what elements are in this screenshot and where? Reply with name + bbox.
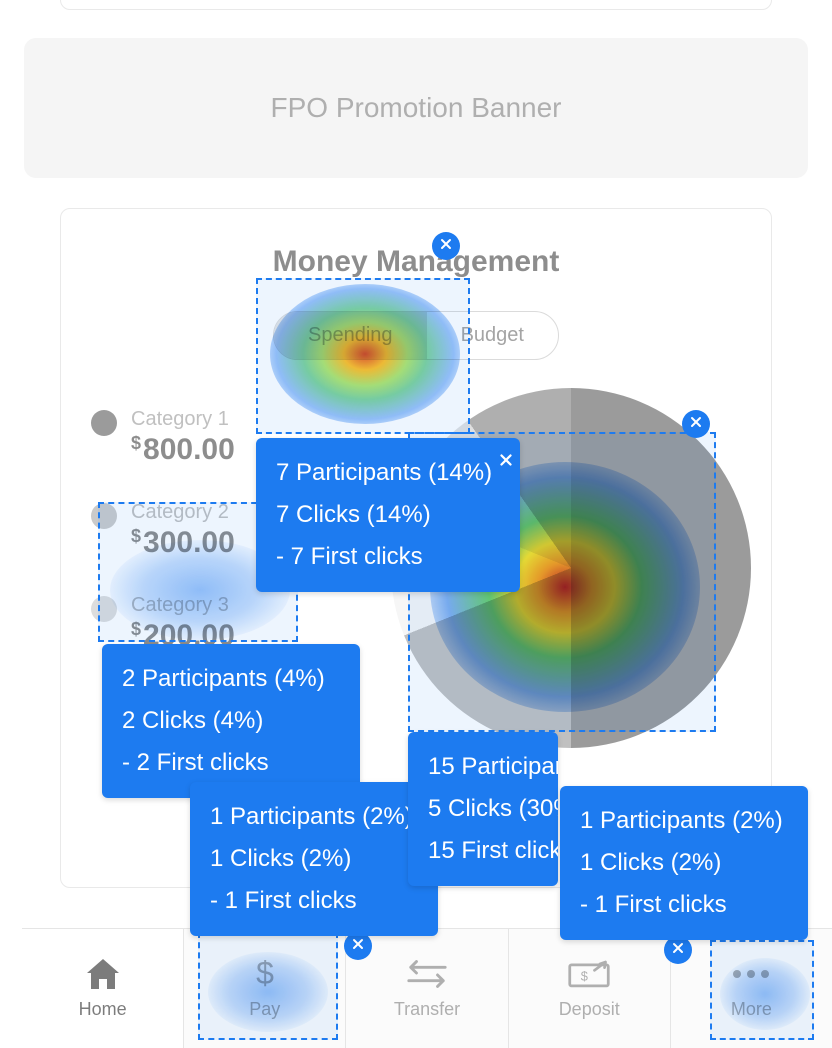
tooltip-line: 2 Participants (4%) — [122, 658, 340, 700]
region-close-nav-more[interactable] — [664, 936, 692, 964]
tooltip-tt-legend: 2 Participants (4%)2 Clicks (4%)- 2 Firs… — [102, 644, 360, 798]
tooltip-line: 2 Clicks (4%) — [122, 700, 340, 742]
heatmap-region-spending-toggle[interactable] — [256, 278, 470, 434]
tooltip-line: 15 Participants (30%) — [428, 746, 538, 788]
close-icon — [350, 936, 366, 957]
region-close-spending-toggle[interactable] — [432, 232, 460, 260]
tooltip-line: - 1 First clicks — [210, 880, 418, 922]
region-close-pie-chart[interactable] — [682, 410, 710, 438]
tooltip-line: 15 First clicks — [428, 830, 538, 872]
tooltip-line: 1 Clicks (2%) — [580, 842, 788, 884]
region-close-nav-pay[interactable] — [344, 932, 372, 960]
tooltip-line: 7 Participants (14%) — [276, 452, 500, 494]
page-root: FPO Promotion Banner Money Management Sp… — [0, 0, 832, 1048]
close-icon — [670, 940, 686, 961]
tooltip-line: - 2 First clicks — [122, 742, 340, 784]
tooltip-line: 1 Participants (2%) — [210, 796, 418, 838]
close-icon — [438, 236, 454, 257]
tooltip-line: - 7 First clicks — [276, 536, 500, 578]
tooltip-tt-navpay-a: 1 Participants (2%)1 Clicks (2%)- 1 Firs… — [190, 782, 438, 936]
tooltip-close-icon[interactable] — [492, 446, 520, 474]
tooltip-tt-navmore: 1 Participants (2%)1 Clicks (2%)- 1 Firs… — [560, 786, 808, 940]
tooltip-line: - 1 First clicks — [580, 884, 788, 926]
heatmap-layer: 7 Participants (14%)7 Clicks (14%)- 7 Fi… — [0, 0, 832, 1048]
tooltip-line: 7 Clicks (14%) — [276, 494, 500, 536]
tooltip-tt-spending: 7 Participants (14%)7 Clicks (14%)- 7 Fi… — [256, 438, 520, 592]
tooltip-line: 1 Clicks (2%) — [210, 838, 418, 880]
tooltip-line: 5 Clicks (30%) — [428, 788, 538, 830]
close-icon — [688, 414, 704, 435]
tooltip-line: 1 Participants (2%) — [580, 800, 788, 842]
tooltip-tt-pie: 15 Participants (30%)5 Clicks (30%)15 Fi… — [408, 732, 558, 886]
heatmap-region-nav-more[interactable] — [710, 940, 814, 1040]
heatmap-region-nav-pay[interactable] — [198, 932, 338, 1040]
